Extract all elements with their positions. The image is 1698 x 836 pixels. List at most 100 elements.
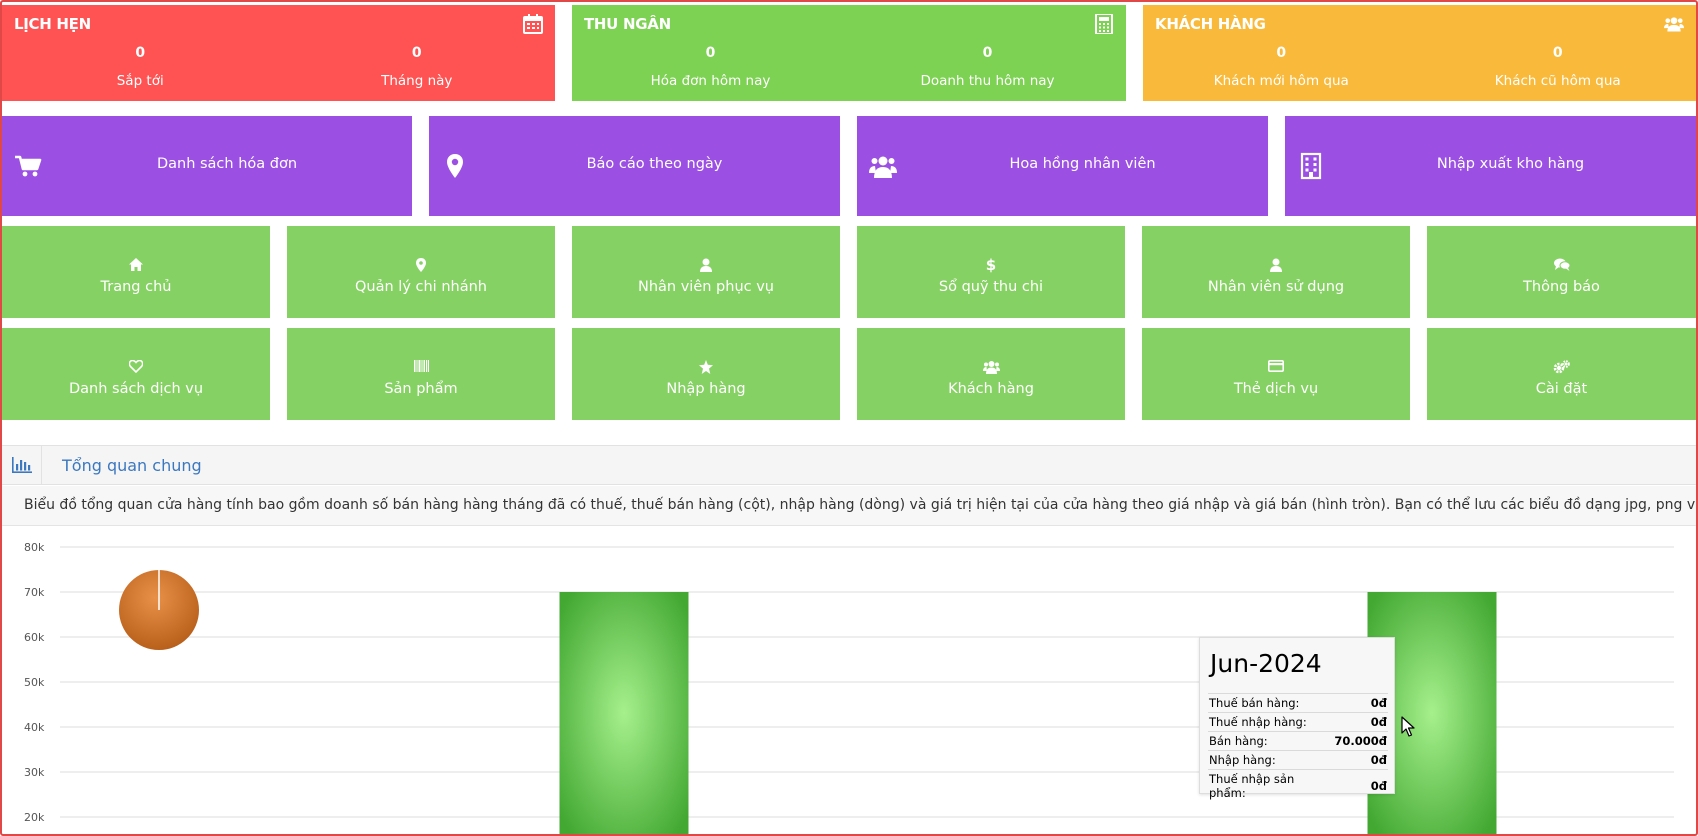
overview-description: Biểu đồ tổng quan cửa hàng tính bao gồm … [2, 486, 1698, 526]
tooltip-row: Thuế bán hàng: 0đ [1208, 693, 1388, 713]
y-tick-label: 80k [24, 541, 45, 554]
dollar-icon: $ [985, 256, 997, 274]
chart-tooltip: Jun-2024 Thuế bán hàng: 0đ Thuế nhập hàng… [1199, 637, 1395, 802]
tooltip-label: Thuế bán hàng: [1208, 693, 1334, 713]
user-icon [700, 258, 712, 272]
tile-label: Danh sách hóa đơn [156, 156, 298, 172]
cogs-icon [1553, 360, 1570, 374]
stat-value: 0 [982, 45, 993, 61]
stat-label: Khách mới hôm qua [1213, 73, 1349, 89]
tile-label: Thẻ dịch vụ [1233, 381, 1319, 397]
daily-report-tile[interactable]: Báo cáo theo ngày [429, 116, 840, 216]
cashier-card[interactable]: THU NGÂN 0 Hóa đơn hôm nay 0 Doanh thu hôm… [572, 5, 1126, 101]
tile-label: Nhân viên phục vụ [638, 279, 774, 295]
tile-label: Khách hàng [948, 381, 1034, 397]
tooltip-value: 0đ [1333, 693, 1388, 713]
menu-services-tile[interactable]: Danh sách dịch vụ [2, 328, 270, 420]
overview-panel-header: Tổng quan chung [2, 445, 1696, 485]
menu-notifications-tile[interactable]: Thông báo [1427, 226, 1696, 318]
tooltip-label: Thuế nhập hàng: [1208, 712, 1334, 732]
credit-card-icon [1268, 360, 1284, 372]
stat-value: 0 [411, 45, 422, 61]
tooltip-table: Thuế bán hàng: 0đ Thuế nhập hàng: 0đ Bán h… [1208, 693, 1388, 802]
stat-value: 0 [705, 45, 716, 61]
menu-import-tile[interactable]: Nhập hàng [572, 328, 840, 420]
stat-label: Hóa đơn hôm nay [650, 73, 771, 89]
invoice-list-tile[interactable]: Danh sách hóa đơn [2, 116, 412, 216]
y-tick-label: 40k [24, 721, 45, 734]
tooltip-value: 0đ [1333, 769, 1388, 802]
calculator-icon [1095, 14, 1113, 34]
tile-label: Nhân viên sử dụng [1207, 279, 1345, 295]
y-tick-label: 70k [24, 586, 45, 599]
tooltip-row: Bán hàng: 70.000đ [1208, 731, 1388, 751]
y-tick-label: 20k [24, 811, 45, 824]
tile-label: Danh sách dịch vụ [68, 381, 204, 397]
stat-label: Doanh thu hôm nay [920, 73, 1055, 89]
bar-chart-icon-box [2, 446, 42, 484]
map-marker-icon [416, 258, 426, 272]
chart-bar[interactable] [559, 592, 689, 834]
stat-upcoming: 0 Sắp tới [2, 45, 279, 89]
panel-title[interactable]: Tổng quan chung [62, 456, 202, 475]
appointments-card[interactable]: LỊCH HẸN 0 Sắp tới 0 Tháng này [2, 5, 555, 101]
stat-returning-customers: 0 Khách cũ hôm qua [1420, 45, 1697, 89]
warehouse-tile[interactable]: Nhập xuất kho hàng [1285, 116, 1696, 216]
stat-revenue-today: 0 Doanh thu hôm nay [849, 45, 1126, 89]
tile-label: Nhập hàng [666, 381, 746, 397]
menu-products-tile[interactable]: Sản phẩm [287, 328, 555, 420]
stat-label: Tháng này [381, 73, 453, 89]
star-icon [699, 360, 713, 374]
stat-value: 0 [1552, 45, 1563, 61]
comments-icon [1553, 258, 1570, 271]
tile-label: Sản phẩm [384, 381, 458, 397]
building-icon [1300, 152, 1322, 180]
stat-new-customers: 0 Khách mới hôm qua [1143, 45, 1420, 89]
calendar-icon [523, 14, 543, 34]
card-title: LỊCH HẸN [14, 15, 91, 33]
home-icon [129, 258, 143, 271]
tile-label: Nhập xuất kho hàng [1436, 156, 1585, 172]
menu-home-tile[interactable]: Trang chủ [2, 226, 270, 318]
stat-label: Khách cũ hôm qua [1494, 73, 1621, 89]
users-icon [1664, 17, 1684, 32]
tooltip-value: 0đ [1333, 750, 1388, 770]
menu-settings-tile[interactable]: Cài đặt [1427, 328, 1696, 420]
tooltip-row: Nhập hàng: 0đ [1208, 750, 1388, 770]
barcode-icon [413, 360, 429, 372]
menu-service-card-tile[interactable]: Thẻ dịch vụ [1142, 328, 1410, 420]
bar-chart-icon [12, 457, 32, 473]
menu-customers-tile[interactable]: Khách hàng [857, 328, 1125, 420]
tile-label: Trang chủ [100, 279, 172, 295]
tile-label: Sổ quỹ thu chi [938, 279, 1044, 295]
y-tick-label: 30k [24, 766, 45, 779]
staff-commission-tile[interactable]: Hoa hồng nhân viên [857, 116, 1268, 216]
y-tick-label: 60k [24, 631, 45, 644]
report-tiles: Danh sách hóa đơn Báo cáo theo ngày Hoa … [2, 116, 1696, 216]
cart-icon [15, 155, 42, 177]
menu-service-staff-tile[interactable]: Nhân viên phục vụ [572, 226, 840, 318]
overview-chart: 80k 70k 60k 50k 40k 30k 20k [24, 541, 1674, 834]
tile-label: Cài đặt [1535, 381, 1588, 397]
tile-label: Quản lý chi nhánh [355, 279, 487, 295]
customers-card[interactable]: KHÁCH HÀNG 0 Khách mới hôm qua 0 Khách cũ … [1143, 5, 1696, 101]
user-icon [1270, 258, 1282, 272]
tooltip-row: Thuế nhập hàng: 0đ [1208, 712, 1388, 732]
tile-label: Báo cáo theo ngày [586, 156, 723, 172]
tile-label: Thông báo [1523, 279, 1600, 295]
tooltip-value: 70.000đ [1333, 731, 1388, 751]
menu-branch-tile[interactable]: Quản lý chi nhánh [287, 226, 555, 318]
menu-cashbook-tile[interactable]: $ Sổ quỹ thu chi [857, 226, 1125, 318]
menu-user-staff-tile[interactable]: Nhân viên sử dụng [1142, 226, 1410, 318]
summary-cards: LỊCH HẸN 0 Sắp tới 0 Tháng này THU NGÂN 0 H… [2, 5, 1696, 101]
stat-value: 0 [1276, 45, 1287, 61]
stat-this-month: 0 Tháng này [279, 45, 556, 89]
tooltip-row: Thuế nhập sản phẩm: 0đ [1208, 769, 1388, 802]
map-marker-icon [447, 154, 463, 178]
y-tick-label: 50k [24, 676, 45, 689]
stat-label: Sắp tới [116, 73, 164, 89]
card-title: THU NGÂN [584, 15, 671, 33]
tile-label: Hoa hồng nhân viên [1009, 156, 1156, 172]
tooltip-label: Nhập hàng: [1208, 750, 1334, 770]
heart-icon [129, 360, 143, 373]
